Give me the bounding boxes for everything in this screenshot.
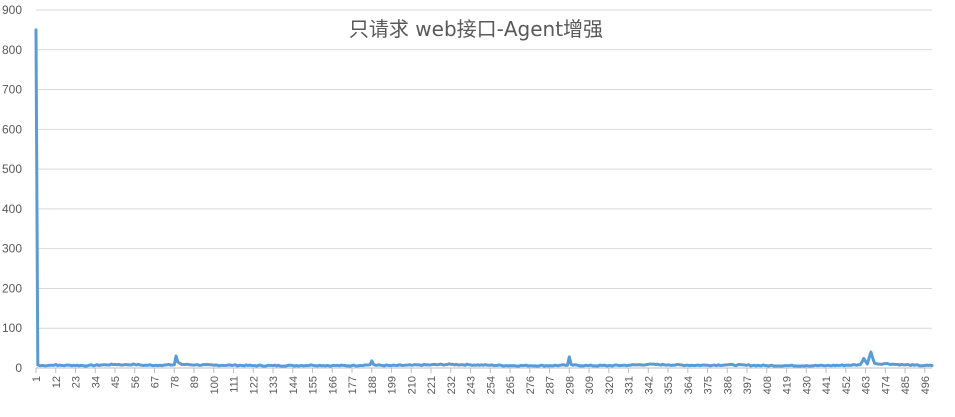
x-tick-label: 1 xyxy=(31,376,43,382)
x-tick-label: 441 xyxy=(821,376,833,394)
y-axis: 0 100 200 300 400 500 600 700 800 900 xyxy=(2,3,22,375)
x-tick-label: 331 xyxy=(624,376,636,394)
x-tick-label: 419 xyxy=(782,376,794,394)
x-tick-label: 100 xyxy=(209,376,221,394)
x-tick-label: 144 xyxy=(288,376,300,394)
x-tick-label: 408 xyxy=(762,376,774,394)
x-tick-label: 276 xyxy=(525,376,537,394)
x-tick-label: 309 xyxy=(584,376,596,394)
y-tick-label: 0 xyxy=(15,361,22,375)
x-tick-label: 221 xyxy=(426,376,438,394)
x-tick-label: 56 xyxy=(130,376,142,388)
x-tick-label: 452 xyxy=(841,376,853,394)
y-tick-label: 500 xyxy=(2,162,22,176)
x-tick-label: 199 xyxy=(387,376,399,394)
x-tick-label: 485 xyxy=(900,376,912,394)
x-tick-label: 243 xyxy=(466,376,478,394)
y-tick-label: 300 xyxy=(2,242,22,256)
y-tick-label: 400 xyxy=(2,202,22,216)
series-line xyxy=(34,28,934,368)
x-tick-label: 375 xyxy=(703,376,715,394)
x-tick-label: 177 xyxy=(347,376,359,394)
x-tick-label: 210 xyxy=(406,376,418,394)
x-tick-label: 265 xyxy=(505,376,517,394)
x-tick-label: 397 xyxy=(742,376,754,394)
chart-title: 只请求 web接口-Agent增强 xyxy=(349,17,603,41)
x-tick-label: 364 xyxy=(683,376,695,394)
x-tick-label: 133 xyxy=(268,376,280,394)
y-tick-label: 800 xyxy=(2,43,22,57)
x-tick-label: 89 xyxy=(189,376,201,388)
x-tick-label: 386 xyxy=(722,376,734,394)
x-tick-label: 188 xyxy=(367,376,379,394)
y-tick-label: 200 xyxy=(2,281,22,295)
y-tick-label: 100 xyxy=(2,321,22,335)
x-tick-label: 155 xyxy=(308,376,320,394)
x-tick-label: 78 xyxy=(169,376,181,388)
x-axis: 1 12 23 34 45 56 67 78 89 100 111 122 133 144 155 166 17… xyxy=(31,367,932,394)
x-tick-label: 166 xyxy=(327,376,339,394)
x-tick-label: 353 xyxy=(663,376,675,394)
x-tick-label: 111 xyxy=(229,376,241,393)
x-tick-label: 463 xyxy=(861,376,873,394)
x-tick-label: 254 xyxy=(485,376,497,394)
y-tick-label: 900 xyxy=(2,3,22,17)
x-tick-label: 496 xyxy=(920,376,932,394)
x-tick-label: 474 xyxy=(880,376,892,394)
x-tick-label: 342 xyxy=(643,376,655,394)
gridlines xyxy=(36,9,932,329)
x-tick-label: 34 xyxy=(90,376,102,388)
x-tick-label: 232 xyxy=(446,376,458,394)
x-tick-label: 67 xyxy=(150,376,162,388)
x-tick-label: 320 xyxy=(604,376,616,394)
x-tick-label: 12 xyxy=(51,376,63,388)
y-tick-label: 700 xyxy=(2,83,22,97)
x-tick-label: 23 xyxy=(71,376,83,388)
series-layer xyxy=(34,28,934,368)
y-tick-label: 600 xyxy=(2,122,22,136)
x-tick-label: 122 xyxy=(248,376,260,394)
x-tick-label: 430 xyxy=(801,376,813,394)
x-tick-label: 287 xyxy=(545,376,557,394)
x-tick-label: 45 xyxy=(110,376,122,388)
x-tick-label: 298 xyxy=(564,376,576,394)
